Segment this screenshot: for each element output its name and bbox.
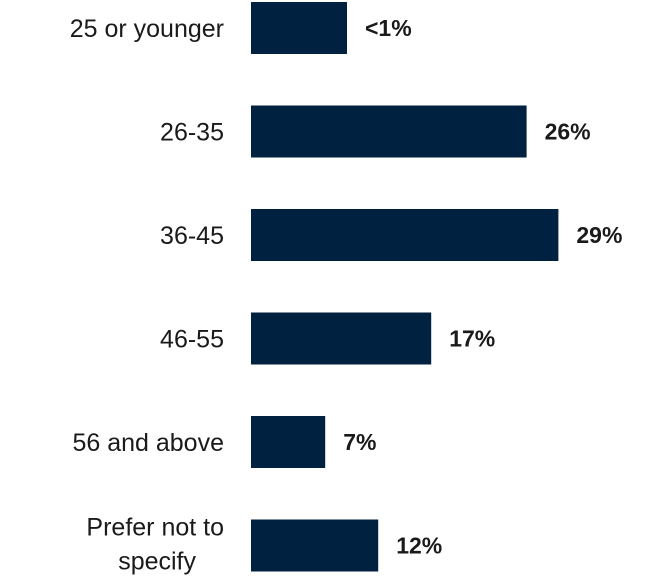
- bar-36-45: [251, 209, 558, 261]
- category-label-line: specify: [118, 548, 196, 576]
- bars: [251, 2, 558, 572]
- category-label-26-35: 26-35: [160, 119, 224, 147]
- value-label-26-35: 26%: [545, 119, 591, 145]
- category-labels: 25 or younger 26-35 36-45 46-55 56 and above…: [70, 15, 224, 576]
- bar-25-or-younger: [251, 2, 347, 54]
- value-label-56-and-above: 7%: [343, 429, 376, 455]
- value-label-36-45: 29%: [576, 222, 622, 248]
- category-label-line: Prefer not to: [86, 514, 224, 542]
- bar-46-55: [251, 313, 431, 365]
- value-label-prefer-not-to-specify: 12%: [396, 533, 442, 559]
- value-label-46-55: 17%: [449, 326, 495, 352]
- bar-26-35: [251, 106, 527, 158]
- value-label-25-or-younger: <1%: [365, 15, 412, 41]
- category-label-56-and-above: 56 and above: [72, 429, 224, 457]
- bar-prefer-not-to-specify: [251, 520, 378, 572]
- category-label-46-55: 46-55: [160, 326, 224, 354]
- value-labels: <1% 26% 29% 17% 7% 12%: [343, 15, 622, 559]
- bar-56-and-above: [251, 416, 325, 468]
- category-label-36-45: 36-45: [160, 222, 224, 250]
- category-label-prefer-not-to-specify: Prefer not to specify: [86, 514, 224, 576]
- category-label-25-or-younger: 25 or younger: [70, 15, 224, 43]
